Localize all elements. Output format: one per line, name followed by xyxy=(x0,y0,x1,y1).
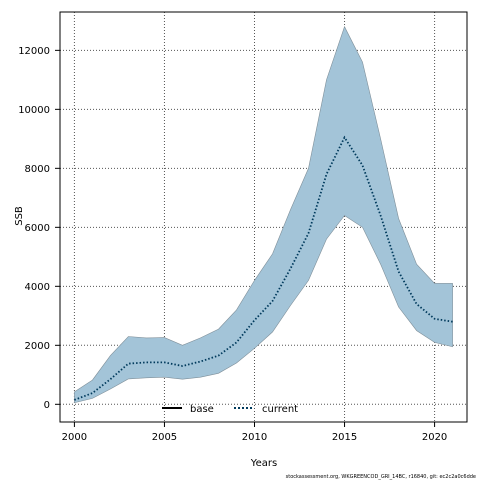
axis-ticks: 2000 2005 2010 2015 2020 0 2000 4000 6000 8000 100… xyxy=(18,46,447,443)
confidence-band xyxy=(74,25,453,404)
x-tick-label: 2010 xyxy=(242,432,267,443)
y-tick-label: 6000 xyxy=(25,223,50,234)
x-tick-label: 2020 xyxy=(422,432,447,443)
legend-label-current: current xyxy=(262,404,298,415)
x-tick-label: 2015 xyxy=(332,432,357,443)
y-tick-label: 2000 xyxy=(25,341,50,352)
x-tick-label: 2005 xyxy=(152,432,177,443)
y-tick-label: 8000 xyxy=(25,164,50,175)
y-tick-label: 12000 xyxy=(18,46,50,57)
x-axis-label: Years xyxy=(250,458,277,469)
x-tick-label: 2000 xyxy=(62,432,87,443)
y-tick-label: 4000 xyxy=(25,282,50,293)
y-tick-label: 0 xyxy=(44,400,50,411)
footer-text: stockassessment.org, WKGREENCOD_GRI_14BC… xyxy=(286,474,476,480)
plot-frame xyxy=(59,11,468,423)
series-line-current xyxy=(74,135,453,401)
y-axis-label: SSB xyxy=(14,206,25,226)
legend-label-base: base xyxy=(190,404,214,415)
legend: base current xyxy=(162,404,298,415)
y-tick-label: 10000 xyxy=(18,105,50,116)
